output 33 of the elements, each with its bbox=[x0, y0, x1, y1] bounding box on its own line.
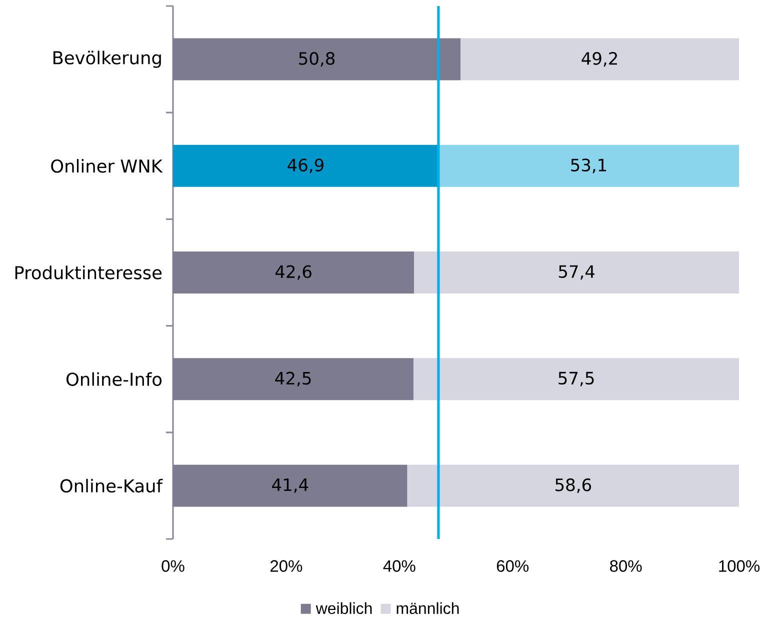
data-label: 41,4 bbox=[272, 478, 308, 493]
data-label: 57,5 bbox=[558, 372, 594, 386]
y-tick-label: Bevölkerung bbox=[54, 50, 161, 68]
legend-label: weiblich bbox=[316, 602, 372, 614]
bar bbox=[438, 144, 740, 187]
legend-label: männlich bbox=[396, 602, 459, 614]
x-tick-label: 80% bbox=[610, 560, 642, 572]
x-tick-label: 100% bbox=[719, 560, 760, 572]
bar bbox=[173, 358, 414, 400]
y-tick-label: Produktinteresse bbox=[15, 266, 162, 280]
bar bbox=[414, 358, 740, 400]
y-tick-label: Online-Info bbox=[66, 372, 162, 386]
bar bbox=[460, 38, 740, 80]
x-tick-label: 40% bbox=[383, 560, 416, 572]
bar bbox=[173, 464, 408, 507]
x-tick-label: 0% bbox=[162, 560, 184, 572]
x-tick-label: 20% bbox=[270, 560, 302, 572]
data-label: 50,8 bbox=[299, 52, 335, 67]
data-label: 57,4 bbox=[558, 265, 595, 280]
bar bbox=[173, 144, 438, 187]
bar bbox=[173, 38, 461, 80]
bar bbox=[414, 252, 740, 294]
data-label: 42,6 bbox=[275, 265, 312, 280]
x-tick-label: 60% bbox=[496, 560, 529, 572]
bar bbox=[173, 252, 414, 294]
y-tick-label: Online-Kauf bbox=[60, 478, 163, 493]
data-label: 53,1 bbox=[571, 158, 606, 174]
data-label: 49,2 bbox=[582, 52, 617, 67]
y-tick-label: Onliner WNK bbox=[51, 159, 163, 173]
data-label: 42,5 bbox=[275, 372, 311, 386]
data-label: 58,6 bbox=[556, 478, 592, 493]
data-label: 46,9 bbox=[288, 158, 324, 174]
bar bbox=[407, 464, 740, 507]
